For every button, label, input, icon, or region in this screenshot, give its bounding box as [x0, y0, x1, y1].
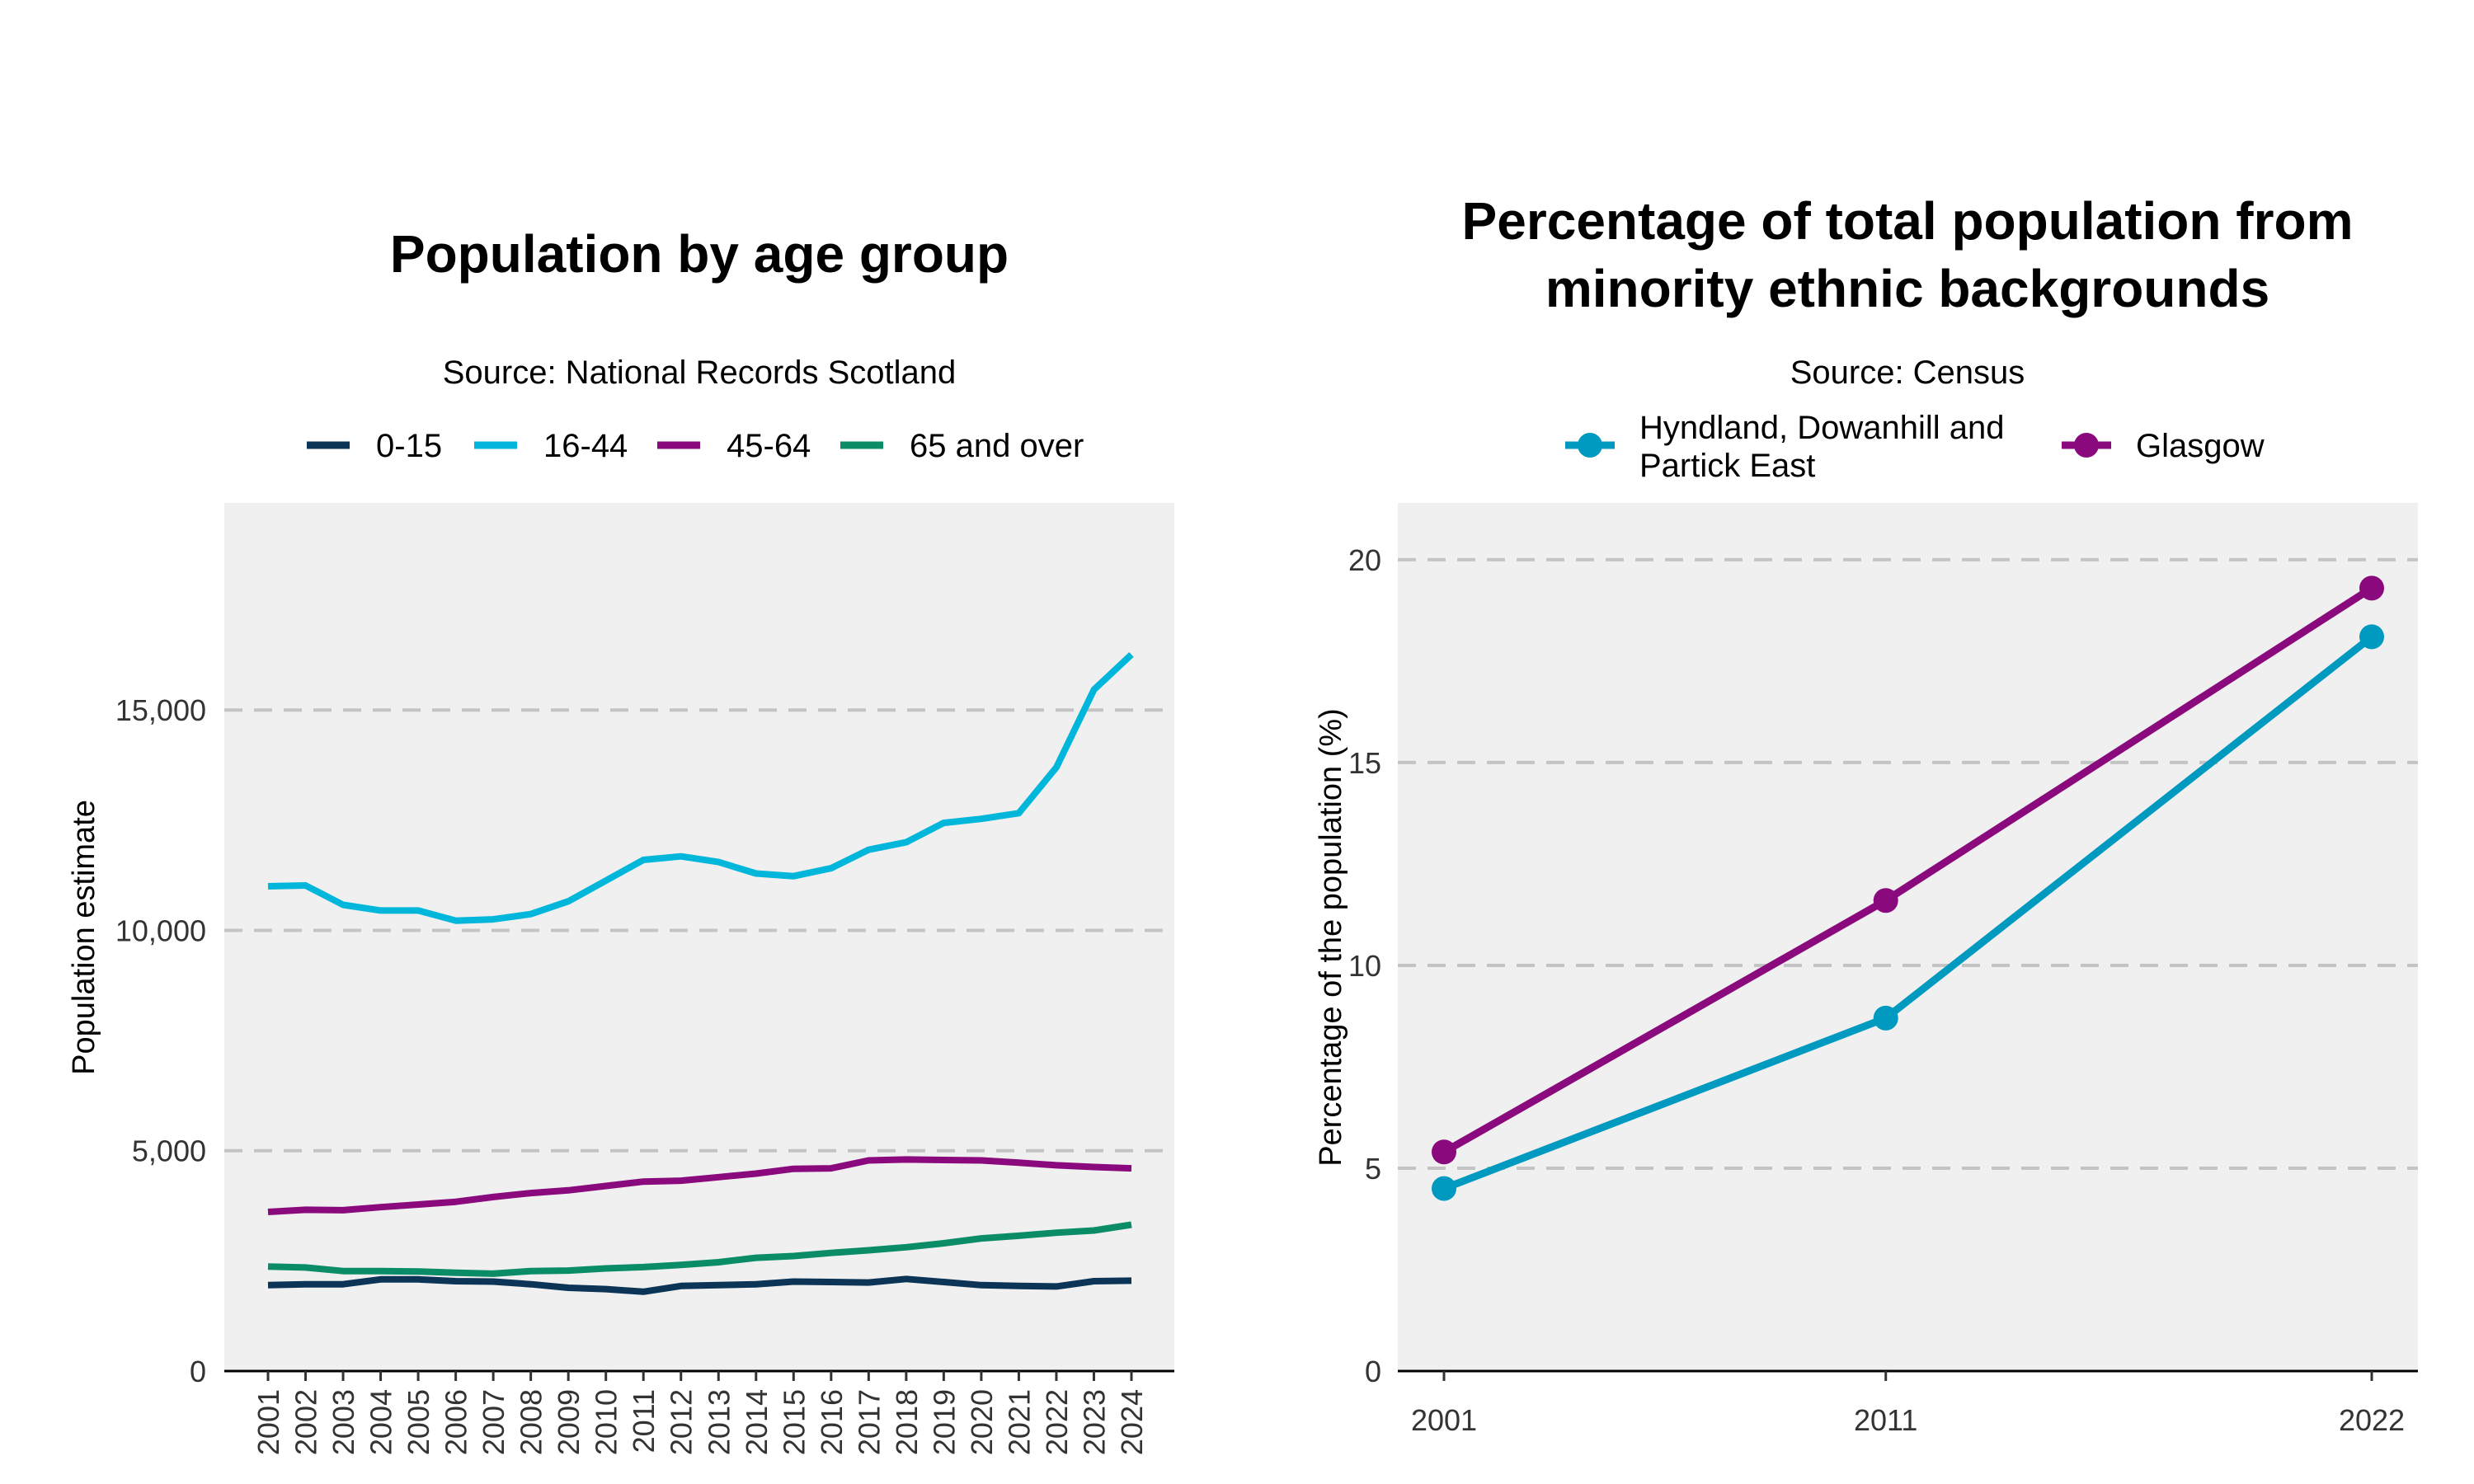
chart-title-line: minority ethnic backgrounds	[1545, 259, 2269, 318]
y-tick-label: 10,000	[115, 913, 206, 947]
y-axis-title: Population estimate	[67, 800, 101, 1075]
x-tick-label: 2021	[1002, 1389, 1036, 1455]
x-tick-label: 2008	[515, 1389, 548, 1455]
x-tick-label: 2009	[552, 1389, 586, 1455]
legend-label: 45-64	[727, 428, 811, 464]
legend-label: 0-15	[376, 428, 442, 464]
y-tick-label: 0	[1365, 1355, 1381, 1388]
x-tick-label: 2006	[440, 1389, 473, 1455]
x-tick-label: 2015	[777, 1389, 811, 1455]
chart-title-line: Percentage of total population from	[1462, 191, 2354, 251]
chart-minority-ethnic: 0 5 10 15 20 2001 2011 2022 Percentage of total …	[1314, 191, 2418, 1437]
y-tick-label: 0	[190, 1355, 206, 1388]
x-tick-label: 2011	[627, 1389, 661, 1453]
data-point-hyndland	[2359, 624, 2384, 650]
legend-key-marker	[2074, 433, 2099, 458]
x-tick-label: 2020	[965, 1389, 999, 1455]
legend-label-line: Hyndland, Dowanhill and	[1639, 410, 2005, 446]
x-tick-label: 2007	[477, 1389, 510, 1455]
data-point-hyndland	[1432, 1176, 1456, 1201]
x-tick-label: 2004	[365, 1389, 398, 1455]
legend-label: Hyndland, Dowanhill and Partick East	[1639, 410, 2005, 484]
x-tick-label: 2017	[852, 1389, 886, 1455]
x-tick-label: 2001	[1411, 1403, 1477, 1437]
x-tick-label: 2010	[590, 1389, 623, 1455]
series-line-65-and-over	[267, 1221, 1132, 1277]
legend: Hyndland, Dowanhill and Partick East Glasg…	[1565, 410, 2265, 484]
legend-key-marker	[1578, 433, 1602, 458]
chart-subtitle: Source: National Records Scotland	[443, 355, 957, 391]
chart-title: Percentage of total population from minor…	[1462, 191, 2354, 318]
data-point-glasgow	[1873, 888, 1898, 913]
x-tick-label: 2013	[702, 1389, 736, 1455]
x-tick-label: 2002	[289, 1389, 323, 1455]
legend-label-line: Partick East	[1639, 448, 1815, 484]
x-tick-label: 2005	[402, 1389, 435, 1455]
chart-subtitle: Source: Census	[1790, 355, 2025, 391]
x-tick-label: 2023	[1077, 1389, 1111, 1455]
legend-label: Glasgow	[2136, 428, 2265, 464]
x-tick-label: 2012	[665, 1389, 698, 1455]
x-tick-label: 2003	[327, 1389, 360, 1455]
series-line-45-64	[267, 1156, 1132, 1215]
x-tick-label: 2014	[740, 1389, 774, 1455]
x-tick-label: 2011	[1854, 1403, 1917, 1437]
x-tick-label: 2022	[1040, 1389, 1074, 1455]
y-tick-label: 15	[1348, 746, 1381, 780]
y-tick-label: 10	[1348, 949, 1381, 983]
data-point-hyndland	[1873, 1005, 1898, 1031]
plot-background	[1398, 503, 2418, 1371]
legend: 0-15 16-44 45-64 65 and over	[307, 428, 1084, 464]
legend-label: 65 and over	[910, 428, 1084, 464]
x-tick-label: 2018	[890, 1389, 924, 1455]
x-tick-label: 2001	[252, 1389, 285, 1455]
x-tick-label: 2019	[927, 1389, 961, 1455]
series-line-16-44	[267, 651, 1134, 924]
y-tick-label: 5,000	[132, 1134, 206, 1168]
data-point-glasgow	[1432, 1139, 1456, 1165]
chart-title: Population by age group	[390, 224, 1009, 284]
y-axis-title: Percentage of the population (%)	[1314, 708, 1348, 1167]
plot-background	[224, 503, 1174, 1371]
x-tick-label: 2024	[1115, 1389, 1149, 1455]
series-line-0-15	[267, 1275, 1132, 1295]
x-tick-label: 2022	[2339, 1403, 2405, 1437]
y-tick-label: 5	[1365, 1152, 1381, 1186]
legend-label: 16-44	[543, 428, 628, 464]
data-point-glasgow	[2359, 575, 2384, 601]
y-tick-label: 20	[1348, 543, 1381, 577]
y-tick-label: 15,000	[115, 693, 206, 727]
x-tick-label: 2016	[815, 1389, 849, 1455]
